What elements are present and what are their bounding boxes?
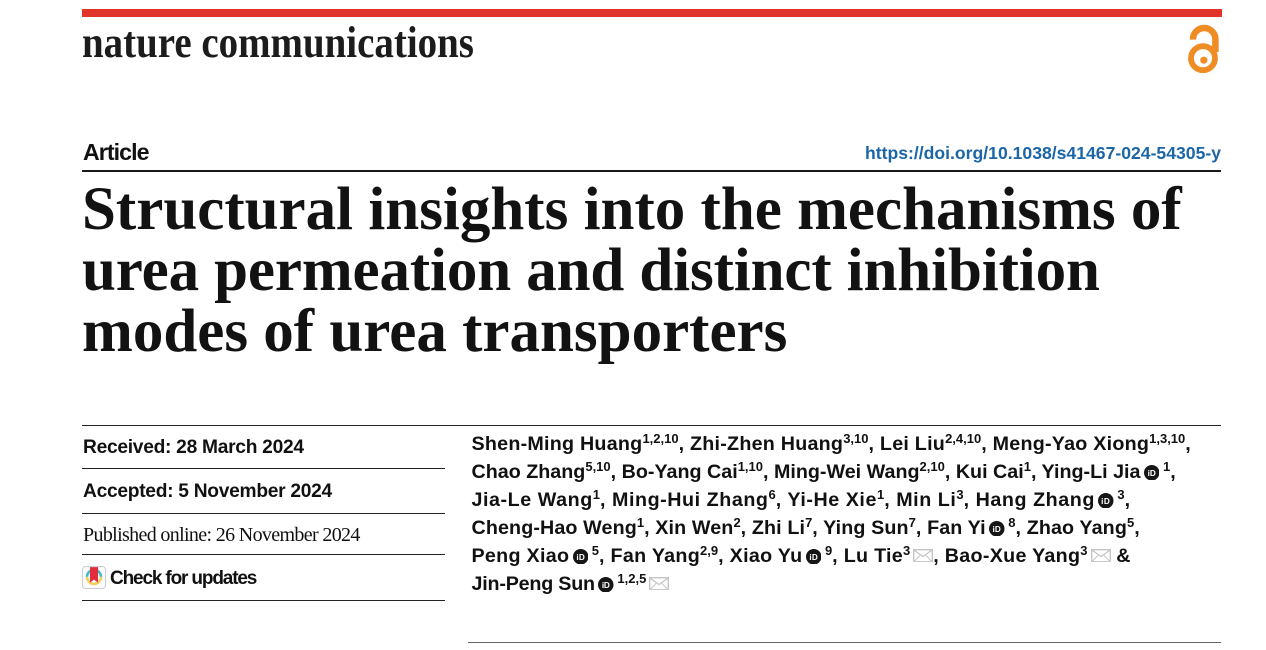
- svg-text:iD: iD: [1102, 497, 1111, 506]
- svg-text:iD: iD: [993, 525, 1001, 534]
- svg-text:iD: iD: [602, 580, 610, 589]
- svg-text:iD: iD: [809, 553, 818, 562]
- svg-text:iD: iD: [576, 553, 585, 562]
- svg-text:iD: iD: [1148, 469, 1156, 478]
